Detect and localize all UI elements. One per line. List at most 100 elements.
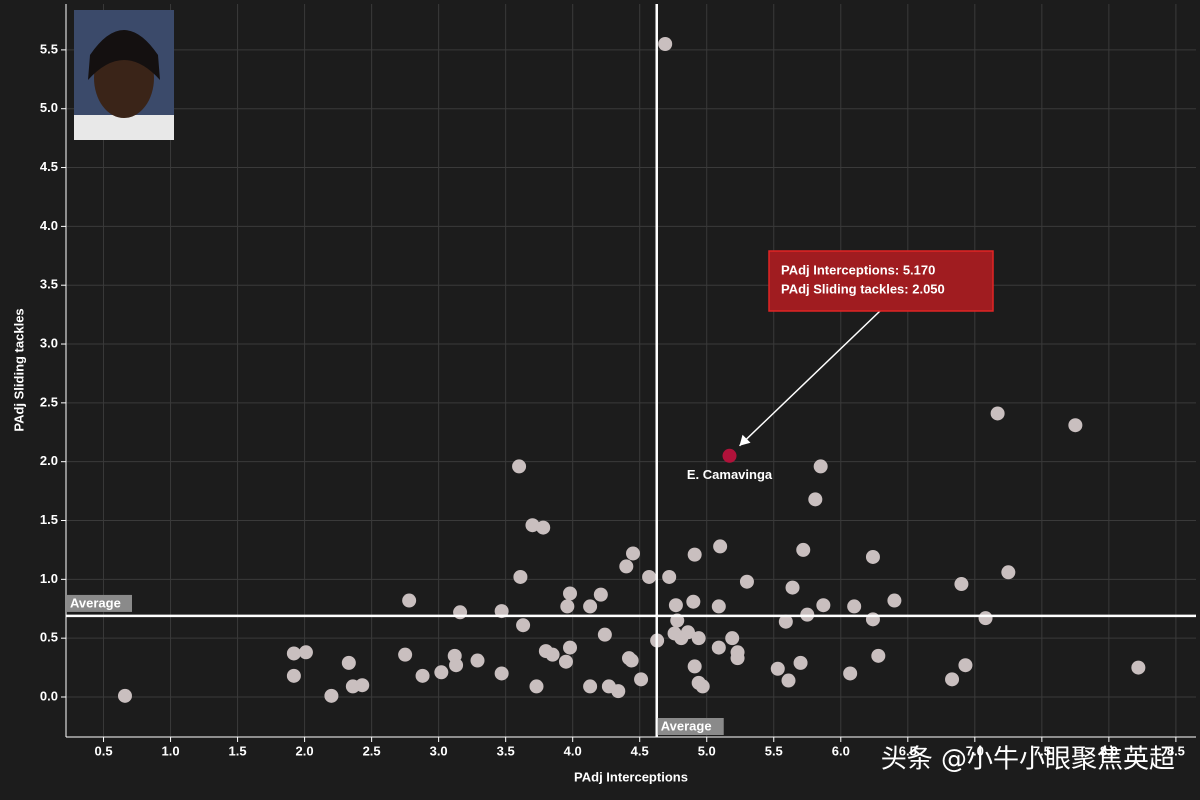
x-tick-label: 2.5 (363, 743, 381, 758)
player-photo (74, 10, 174, 140)
y-tick-label: 1.5 (40, 512, 58, 527)
plot (117, 37, 1146, 703)
point (525, 518, 540, 533)
point (434, 665, 449, 680)
point (686, 594, 701, 609)
point (662, 569, 677, 584)
point (449, 658, 464, 673)
point (847, 599, 862, 614)
point (402, 593, 417, 608)
point (298, 645, 313, 660)
point (642, 569, 657, 584)
point (1001, 565, 1016, 580)
y-axis-title: PAdj Sliding tackles (11, 308, 26, 431)
point (619, 559, 634, 574)
point (513, 569, 528, 584)
point (978, 611, 993, 626)
point (887, 593, 902, 608)
point (536, 520, 551, 535)
point (843, 666, 858, 681)
point (711, 599, 726, 614)
point (739, 574, 754, 589)
x-axis-title: PAdj Interceptions (574, 769, 688, 784)
x-tick-label: 7.5 (1033, 743, 1051, 758)
x-tick-label: 3.5 (497, 743, 515, 758)
point (725, 631, 740, 646)
point (563, 640, 578, 655)
y-tick-label: 0.5 (40, 630, 58, 645)
point (687, 659, 702, 674)
point (516, 618, 531, 633)
y-tick-label: 5.5 (40, 41, 58, 56)
x-tick-label: 6.5 (899, 743, 917, 758)
point (711, 640, 726, 655)
point (800, 607, 815, 622)
point (494, 604, 509, 619)
point (611, 684, 626, 699)
x-tick-label: 6.0 (832, 743, 850, 758)
point (778, 614, 793, 629)
point (558, 654, 573, 669)
point (722, 448, 737, 463)
point (324, 688, 339, 703)
point (560, 599, 575, 614)
point (865, 549, 880, 564)
average-label-box (67, 594, 132, 612)
point (813, 459, 828, 474)
x-tick-label: 7.0 (966, 743, 984, 758)
x-tick-label: 3.0 (430, 743, 448, 758)
point (453, 605, 468, 620)
point (626, 546, 641, 561)
point (1131, 660, 1146, 675)
point (793, 655, 808, 670)
x-tick-label: 5.0 (698, 743, 716, 758)
average-label: Average (661, 718, 712, 733)
point (545, 647, 560, 662)
point (341, 655, 356, 670)
y-tick-label: 4.0 (40, 218, 58, 233)
y-tick-label: 0.0 (40, 688, 58, 703)
point (398, 647, 413, 662)
point (286, 668, 301, 683)
point (583, 679, 598, 694)
point (512, 459, 527, 474)
annotation-text: PAdj Sliding tackles: 2.050 (781, 281, 945, 296)
point (658, 37, 673, 52)
point (695, 679, 710, 694)
x-tick-label: 1.5 (229, 743, 247, 758)
point (563, 586, 578, 601)
y-tick-label: 2.5 (40, 394, 58, 409)
y-tick-label: 3.0 (40, 335, 58, 350)
x-tick-label: 1.0 (162, 743, 180, 758)
point (808, 492, 823, 507)
point (634, 672, 649, 687)
point (494, 666, 509, 681)
point (781, 673, 796, 688)
point (624, 653, 639, 668)
x-tick-label: 8.5 (1167, 743, 1185, 758)
point (871, 648, 886, 663)
point (117, 688, 132, 703)
point (945, 672, 960, 687)
point (687, 547, 702, 562)
point (597, 627, 612, 642)
point (415, 668, 430, 683)
x-tick-label: 8.0 (1100, 743, 1118, 758)
point (286, 646, 301, 661)
point (1068, 418, 1083, 433)
average-label: Average (70, 595, 121, 610)
x-tick-label: 5.5 (765, 743, 783, 758)
point (691, 631, 706, 646)
point (668, 598, 683, 613)
point (816, 598, 831, 613)
point-label: E. Camavinga (687, 467, 773, 482)
annotation-arrow (739, 310, 881, 447)
x-tick-label: 2.0 (296, 743, 314, 758)
y-tick-label: 3.5 (40, 277, 58, 292)
watermark: 头条 @小牛小眼聚焦英超 (881, 745, 1175, 775)
y-tick-label: 4.5 (40, 159, 58, 174)
point (865, 612, 880, 627)
average-label-box (657, 718, 724, 735)
